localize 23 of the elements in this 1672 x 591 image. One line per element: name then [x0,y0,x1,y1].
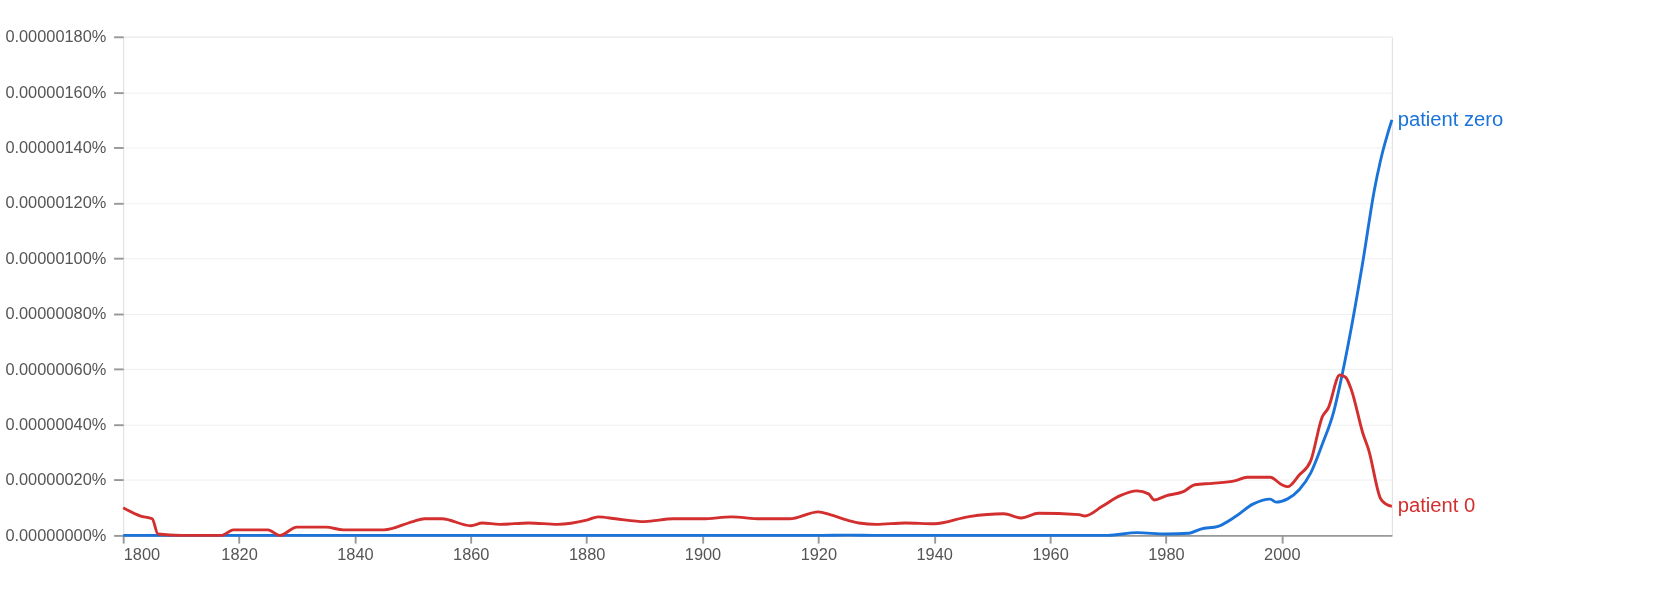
y-tick-label: 0.00000040% [5,414,107,433]
series-label: patient 0 [1397,494,1476,517]
x-tick-label: 1840 [337,544,374,563]
y-tick-label: 0.00000060% [5,359,107,378]
x-tick-label: 1960 [1032,544,1069,563]
x-tick-label: 1940 [916,544,953,563]
y-tick-label: 0.00000020% [5,470,107,489]
x-tick-label: 1820 [221,544,258,563]
series-label: patient zero [1397,107,1504,130]
y-tick-label: 0.00000000% [5,525,107,544]
y-tick-label: 0.00000100% [5,248,107,267]
y-tick-label: 0.00000080% [5,304,107,323]
x-tick-label: 1920 [800,544,838,563]
x-tick-label: 1880 [568,544,606,563]
x-tick-label: 1980 [1148,544,1185,563]
x-tick-label: 1900 [684,544,722,563]
y-tick-label: 0.00000140% [5,137,107,156]
y-tick-label: 0.00000160% [5,82,107,101]
x-tick-label: 2000 [1264,544,1301,563]
y-tick-label: 0.00000180% [5,27,107,46]
x-tick-label: 1800 [123,544,161,563]
x-tick-label: 1860 [453,544,490,563]
y-tick-label: 0.00000120% [5,193,107,212]
